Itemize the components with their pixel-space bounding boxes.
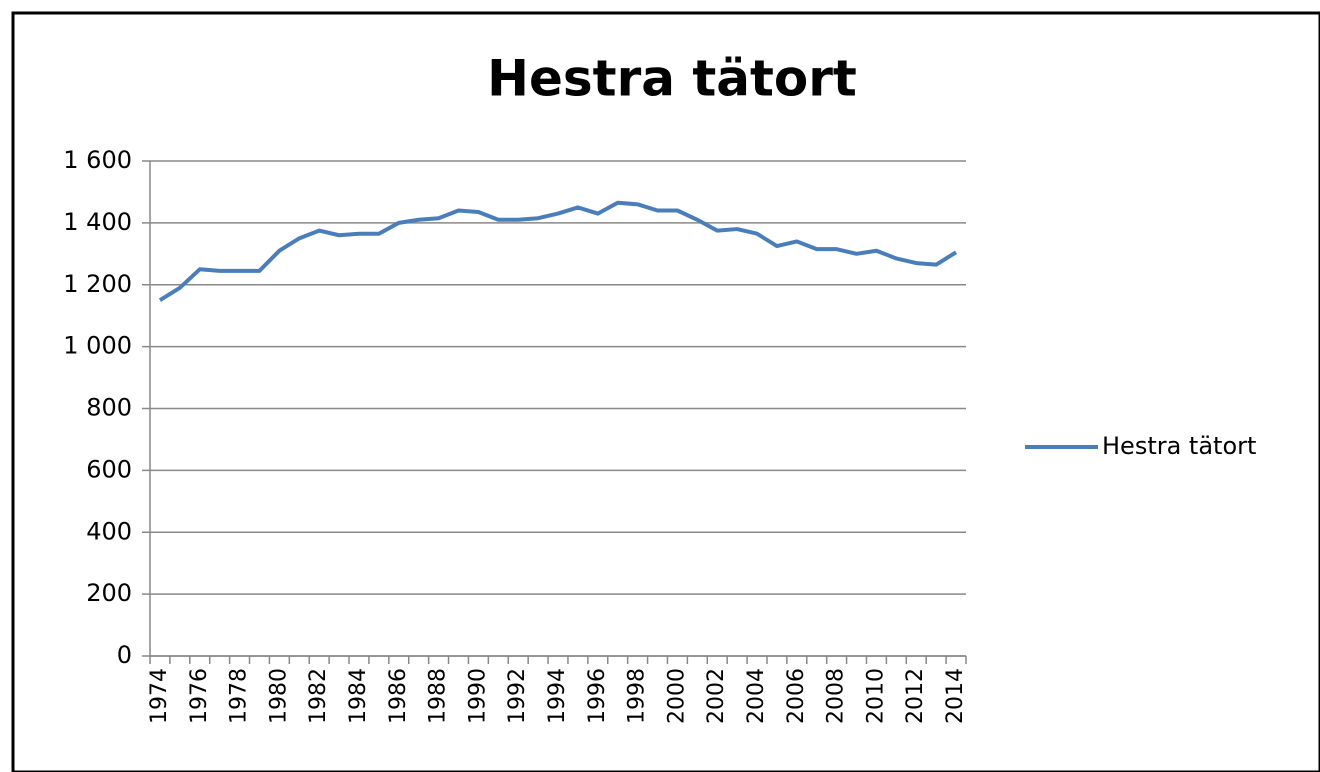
chart-frame <box>11 11 1320 772</box>
y-tick-label: 200 <box>86 579 132 607</box>
x-tick-label: 2000 <box>664 668 689 724</box>
y-tick-label: 600 <box>86 455 132 483</box>
x-tick-label: 1988 <box>426 668 451 724</box>
x-tick-label: 1998 <box>625 668 650 724</box>
x-tick-label: 2012 <box>903 668 928 724</box>
x-tick-label: 1994 <box>545 668 570 724</box>
x-tick-label: 1990 <box>465 668 490 724</box>
y-tick-label: 0 <box>117 641 132 669</box>
x-tick-label: 2014 <box>943 668 968 724</box>
chart-title: Hestra tätort <box>487 50 857 108</box>
x-tick-label: 1974 <box>147 668 172 724</box>
x-tick-label: 1996 <box>585 668 610 724</box>
x-tick-label: 1992 <box>505 668 530 724</box>
x-tick-label: 2006 <box>784 668 809 724</box>
x-tick-label: 2002 <box>704 668 729 724</box>
y-tick-label: 1 000 <box>63 332 132 360</box>
x-tick-label: 2010 <box>863 668 888 724</box>
x-tick-label: 1984 <box>346 668 371 724</box>
x-tick-label: 2004 <box>744 668 769 724</box>
x-tick-label: 1986 <box>386 668 411 724</box>
x-tick-label: 1980 <box>266 668 291 724</box>
x-tick-label: 1978 <box>227 668 252 724</box>
y-tick-label: 1 600 <box>63 146 132 174</box>
x-tick-label: 1976 <box>187 668 212 724</box>
y-tick-label: 400 <box>86 517 132 545</box>
x-tick-label: 2008 <box>824 668 849 724</box>
y-tick-label: 1 200 <box>63 270 132 298</box>
x-tick-label: 1982 <box>306 668 331 724</box>
data-line <box>158 200 958 302</box>
y-tick-label: 800 <box>86 394 132 422</box>
legend-label: Hestra tätort <box>1102 432 1256 460</box>
y-tick-label: 1 400 <box>63 208 132 236</box>
